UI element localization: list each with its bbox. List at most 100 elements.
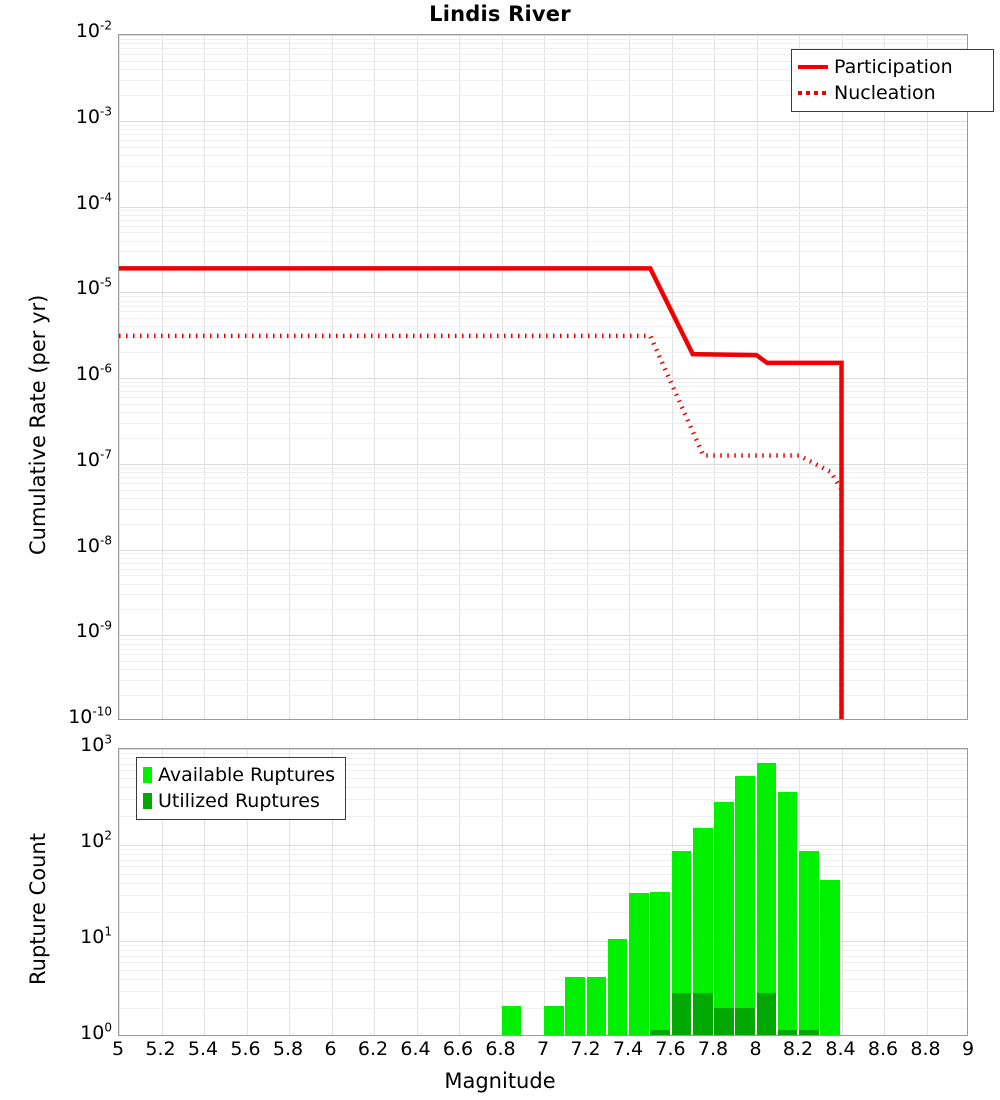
gridline-horizontal-major <box>119 292 967 294</box>
gridline-vertical <box>289 749 290 1035</box>
gridline-horizontal-minor <box>119 770 967 772</box>
gridline-horizontal-minor <box>119 873 967 875</box>
gridline-horizontal-minor <box>119 60 967 62</box>
gridline-horizontal-minor <box>119 180 967 182</box>
x-axis-tick-label: 6.8 <box>485 1038 516 1060</box>
gridline-horizontal-minor <box>119 43 967 45</box>
bottom-panel-ylabel: Rupture Count <box>26 833 50 985</box>
bottom-plot-legend: Available Ruptures Utilized Ruptures <box>136 757 346 820</box>
gridline-horizontal-minor <box>119 482 967 484</box>
gridline-vertical <box>926 35 928 719</box>
top-panel-ylabel: Cumulative Rate (per yr) <box>26 294 50 555</box>
y-axis-tick-label: 101 <box>80 924 112 948</box>
bar-utilized-ruptures <box>756 992 777 1035</box>
bar-utilized-ruptures <box>650 1030 671 1035</box>
gridline-horizontal-minor <box>119 648 967 650</box>
bar-available-ruptures <box>756 763 777 1035</box>
gridline-horizontal-minor <box>119 403 967 405</box>
gridline-horizontal-minor <box>119 69 967 71</box>
gridline-vertical <box>331 749 333 1035</box>
gridline-horizontal-minor <box>119 397 967 398</box>
participation-line <box>119 266 844 719</box>
gridline-vertical <box>629 749 630 1035</box>
gridline-horizontal-major <box>119 206 967 208</box>
gridline-horizontal-minor <box>119 575 967 577</box>
gridline-horizontal-minor <box>119 955 967 957</box>
x-axis-tick-label: 5 <box>111 1038 125 1060</box>
gridline-horizontal-minor <box>119 763 967 765</box>
gridline-horizontal-minor <box>119 54 967 55</box>
gridline-horizontal-major <box>119 635 967 637</box>
legend-label-participation: Participation <box>834 55 953 78</box>
bar-available-ruptures <box>544 1006 564 1035</box>
x-axis-tick-label: 7 <box>536 1038 550 1060</box>
gridline-vertical <box>586 749 588 1035</box>
gridline-horizontal-minor <box>119 799 967 801</box>
x-axis-tick-label: 7.6 <box>655 1038 686 1060</box>
y-axis-tick-label: 10-9 <box>75 618 112 643</box>
y-axis-tick-label: 10-4 <box>75 190 112 214</box>
cumulative-rate-plot <box>118 34 968 720</box>
gridline-horizontal-minor <box>119 240 967 242</box>
x-axis-tick-label: 7.8 <box>697 1038 729 1060</box>
gridline-horizontal-major <box>119 749 967 750</box>
gridline-horizontal-minor <box>119 991 967 993</box>
gridline-horizontal-minor <box>119 639 967 641</box>
bar-available-ruptures <box>501 1006 522 1035</box>
gridline-vertical <box>416 749 418 1035</box>
gridline-horizontal-minor <box>119 912 967 914</box>
gridline-horizontal-major <box>119 378 967 379</box>
utilized-swatch-icon <box>143 793 152 809</box>
gridline-horizontal-minor <box>119 962 967 964</box>
bar-available-ruptures <box>586 977 607 1035</box>
gridline-horizontal-minor <box>119 553 967 555</box>
y-axis-tick-label: 10-6 <box>75 361 112 385</box>
x-axis-tick-label: 5.4 <box>187 1038 219 1060</box>
legend-label-utilized-ruptures: Utilized Ruptures <box>158 789 320 812</box>
bar-available-ruptures <box>565 977 585 1035</box>
gridline-horizontal-minor <box>119 854 967 856</box>
nucleation-line <box>119 333 844 719</box>
gridline-vertical <box>459 749 460 1035</box>
gridline-horizontal-minor <box>119 305 967 307</box>
bar-utilized-ruptures <box>714 1008 734 1035</box>
gridline-horizontal-minor <box>119 609 967 611</box>
gridline-horizontal-minor <box>119 695 967 697</box>
bar-available-ruptures <box>671 851 692 1035</box>
x-axis-tick-label: 6 <box>324 1038 337 1060</box>
rupture-count-bars <box>119 749 967 1035</box>
gridline-horizontal-minor <box>119 508 967 510</box>
solid-line-icon <box>798 65 828 69</box>
gridline-horizontal-minor <box>119 165 967 167</box>
available-swatch-icon <box>143 767 152 783</box>
legend-item-utilized-ruptures: Utilized Ruptures <box>143 788 338 814</box>
gridline-horizontal-minor <box>119 94 967 96</box>
gridline-horizontal-major <box>119 845 967 846</box>
gridline-vertical <box>374 749 375 1035</box>
gridline-horizontal-minor <box>119 849 967 851</box>
y-axis-tick-label: 10-3 <box>75 104 112 128</box>
gridline-horizontal-minor <box>119 866 967 868</box>
gridline-vertical <box>671 35 673 719</box>
gridline-vertical <box>119 35 120 719</box>
bar-available-ruptures <box>714 801 734 1035</box>
dotted-line-icon <box>798 91 828 95</box>
gridline-horizontal-minor <box>119 129 967 131</box>
bar-available-ruptures <box>820 880 841 1035</box>
y-axis-tick-label: 10-10 <box>68 704 112 728</box>
y-axis-tick-label: 102 <box>80 828 112 852</box>
bar-utilized-ruptures <box>799 1030 819 1035</box>
gridline-vertical <box>416 35 418 719</box>
x-axis-tick-label: 7.2 <box>570 1038 601 1060</box>
gridline-horizontal-minor <box>119 562 967 564</box>
gridline-horizontal-minor <box>119 412 967 414</box>
x-axis-tick-label: 9 <box>961 1038 975 1060</box>
gridline-horizontal-minor <box>119 225 967 227</box>
gridline-horizontal-minor <box>119 497 967 499</box>
gridline-vertical <box>204 749 205 1035</box>
gridline-vertical <box>756 35 758 719</box>
x-axis-label: Magnitude <box>444 1069 556 1093</box>
y-axis-tick-label: 10-8 <box>75 533 112 557</box>
gridline-horizontal-minor <box>119 219 967 221</box>
gridline-horizontal-minor <box>119 210 967 212</box>
